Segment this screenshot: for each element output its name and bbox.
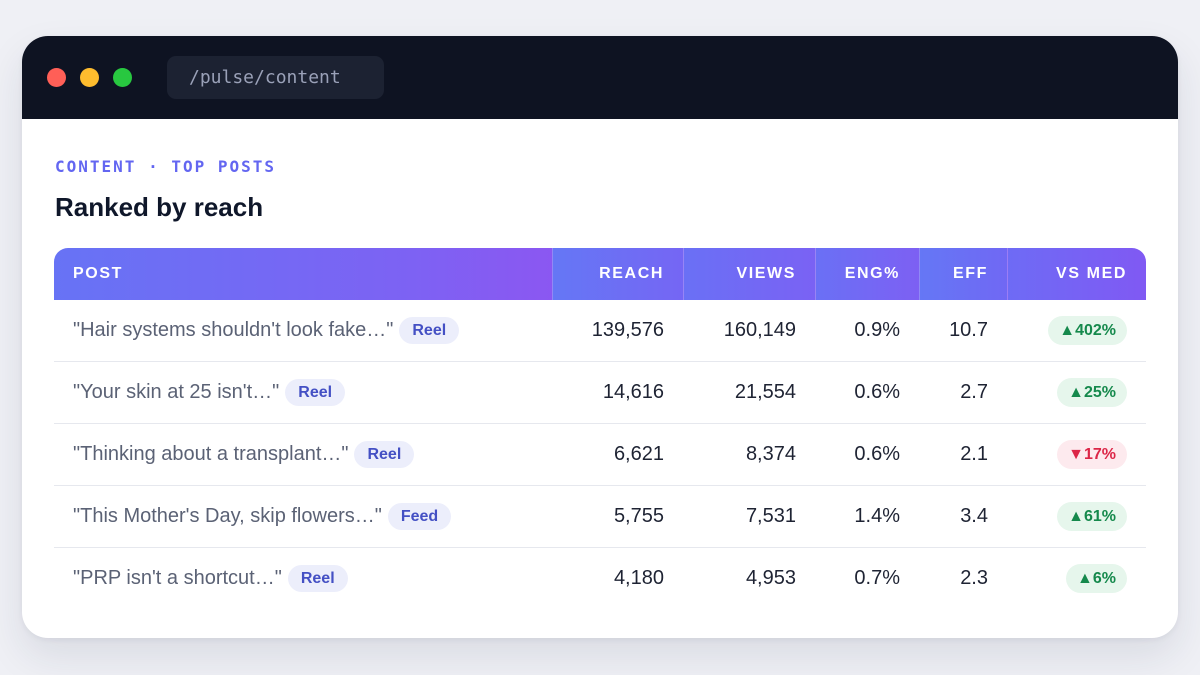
efficiency-cell: 2.7 bbox=[960, 381, 988, 403]
vs-median-badge: ▲61% bbox=[1057, 502, 1127, 531]
post-cell: "Hair systems shouldn't look fake…" Reel bbox=[54, 317, 552, 344]
reach-cell: 4,180 bbox=[613, 567, 664, 589]
views-cell: 4,953 bbox=[745, 567, 796, 589]
vs-median-badge: ▲6% bbox=[1066, 564, 1127, 593]
vs-median-cell: ▲402% bbox=[1007, 316, 1146, 345]
views-cell: 21,554 bbox=[734, 381, 796, 403]
column-header-views[interactable]: VIEWS bbox=[683, 248, 815, 300]
views-cell: 8,374 bbox=[745, 443, 796, 465]
vs-median-badge: ▲25% bbox=[1057, 378, 1127, 407]
table-body: "Hair systems shouldn't look fake…" Reel 1… bbox=[54, 300, 1146, 609]
post-title: "PRP isn't a shortcut…" bbox=[73, 567, 282, 589]
column-header-post[interactable]: POST bbox=[54, 248, 552, 300]
app-window: /pulse/content CONTENT · TOP POSTS Ranke… bbox=[22, 36, 1178, 638]
format-badge: Feed bbox=[387, 503, 452, 530]
vs-median-cell: ▲25% bbox=[1007, 378, 1146, 407]
engagement-cell: 0.9% bbox=[854, 319, 900, 341]
reach-cell: 14,616 bbox=[602, 381, 664, 403]
table-row[interactable]: "Thinking about a transplant…" Reel 6,621 8… bbox=[54, 424, 1146, 486]
post-cell: "Your skin at 25 isn't…" Reel bbox=[54, 379, 552, 406]
table-row[interactable]: "Your skin at 25 isn't…" Reel 14,616 21,554… bbox=[54, 362, 1146, 424]
post-title: "This Mother's Day, skip flowers…" bbox=[73, 505, 382, 527]
efficiency-cell: 3.4 bbox=[960, 505, 988, 527]
views-cell: 160,149 bbox=[723, 319, 796, 341]
vs-median-cell: ▲61% bbox=[1007, 502, 1146, 531]
reach-cell: 5,755 bbox=[613, 505, 664, 527]
engagement-cell: 0.6% bbox=[854, 381, 900, 403]
maximize-window-button[interactable] bbox=[113, 68, 132, 87]
vs-median-cell: ▲6% bbox=[1007, 564, 1146, 593]
table-row[interactable]: "This Mother's Day, skip flowers…" Feed 5,… bbox=[54, 486, 1146, 548]
url-bar[interactable]: /pulse/content bbox=[167, 56, 384, 99]
column-header-eng[interactable]: ENG% bbox=[815, 248, 919, 300]
reach-cell: 139,576 bbox=[591, 319, 664, 341]
vs-median-cell: ▼17% bbox=[1007, 440, 1146, 469]
post-title: "Your skin at 25 isn't…" bbox=[73, 381, 280, 403]
efficiency-cell: 2.1 bbox=[960, 443, 988, 465]
table-header: POST REACH VIEWS ENG% EFF VS MED bbox=[54, 248, 1146, 300]
window-titlebar: /pulse/content bbox=[22, 36, 1178, 119]
table-row[interactable]: "PRP isn't a shortcut…" Reel 4,180 4,953 0.7… bbox=[54, 548, 1146, 609]
post-title: "Thinking about a transplant…" bbox=[73, 443, 349, 465]
efficiency-cell: 10.7 bbox=[949, 319, 988, 341]
post-cell: "Thinking about a transplant…" Reel bbox=[54, 441, 552, 468]
top-posts-table: POST REACH VIEWS ENG% EFF VS MED "Hair s… bbox=[54, 248, 1146, 609]
format-badge: Reel bbox=[354, 441, 415, 468]
vs-median-badge: ▲402% bbox=[1048, 316, 1127, 345]
column-header-vs-med[interactable]: VS MED bbox=[1007, 248, 1146, 300]
page-title: Ranked by reach bbox=[55, 192, 264, 222]
post-cell: "This Mother's Day, skip flowers…" Feed bbox=[54, 503, 552, 530]
column-header-reach[interactable]: REACH bbox=[552, 248, 683, 300]
format-badge: Reel bbox=[285, 379, 346, 406]
column-header-eff[interactable]: EFF bbox=[919, 248, 1007, 300]
efficiency-cell: 2.3 bbox=[960, 567, 988, 589]
vs-median-badge: ▼17% bbox=[1057, 440, 1127, 469]
post-title: "Hair systems shouldn't look fake…" bbox=[73, 319, 394, 341]
format-badge: Reel bbox=[399, 317, 460, 344]
engagement-cell: 0.7% bbox=[854, 567, 900, 589]
views-cell: 7,531 bbox=[745, 505, 796, 527]
reach-cell: 6,621 bbox=[613, 443, 664, 465]
format-badge: Reel bbox=[287, 565, 348, 592]
engagement-cell: 0.6% bbox=[854, 443, 900, 465]
minimize-window-button[interactable] bbox=[80, 68, 99, 87]
engagement-cell: 1.4% bbox=[854, 505, 900, 527]
table-row[interactable]: "Hair systems shouldn't look fake…" Reel 1… bbox=[54, 300, 1146, 362]
post-cell: "PRP isn't a shortcut…" Reel bbox=[54, 565, 552, 592]
section-eyebrow: CONTENT · TOP POSTS bbox=[55, 157, 277, 176]
close-window-button[interactable] bbox=[47, 68, 66, 87]
